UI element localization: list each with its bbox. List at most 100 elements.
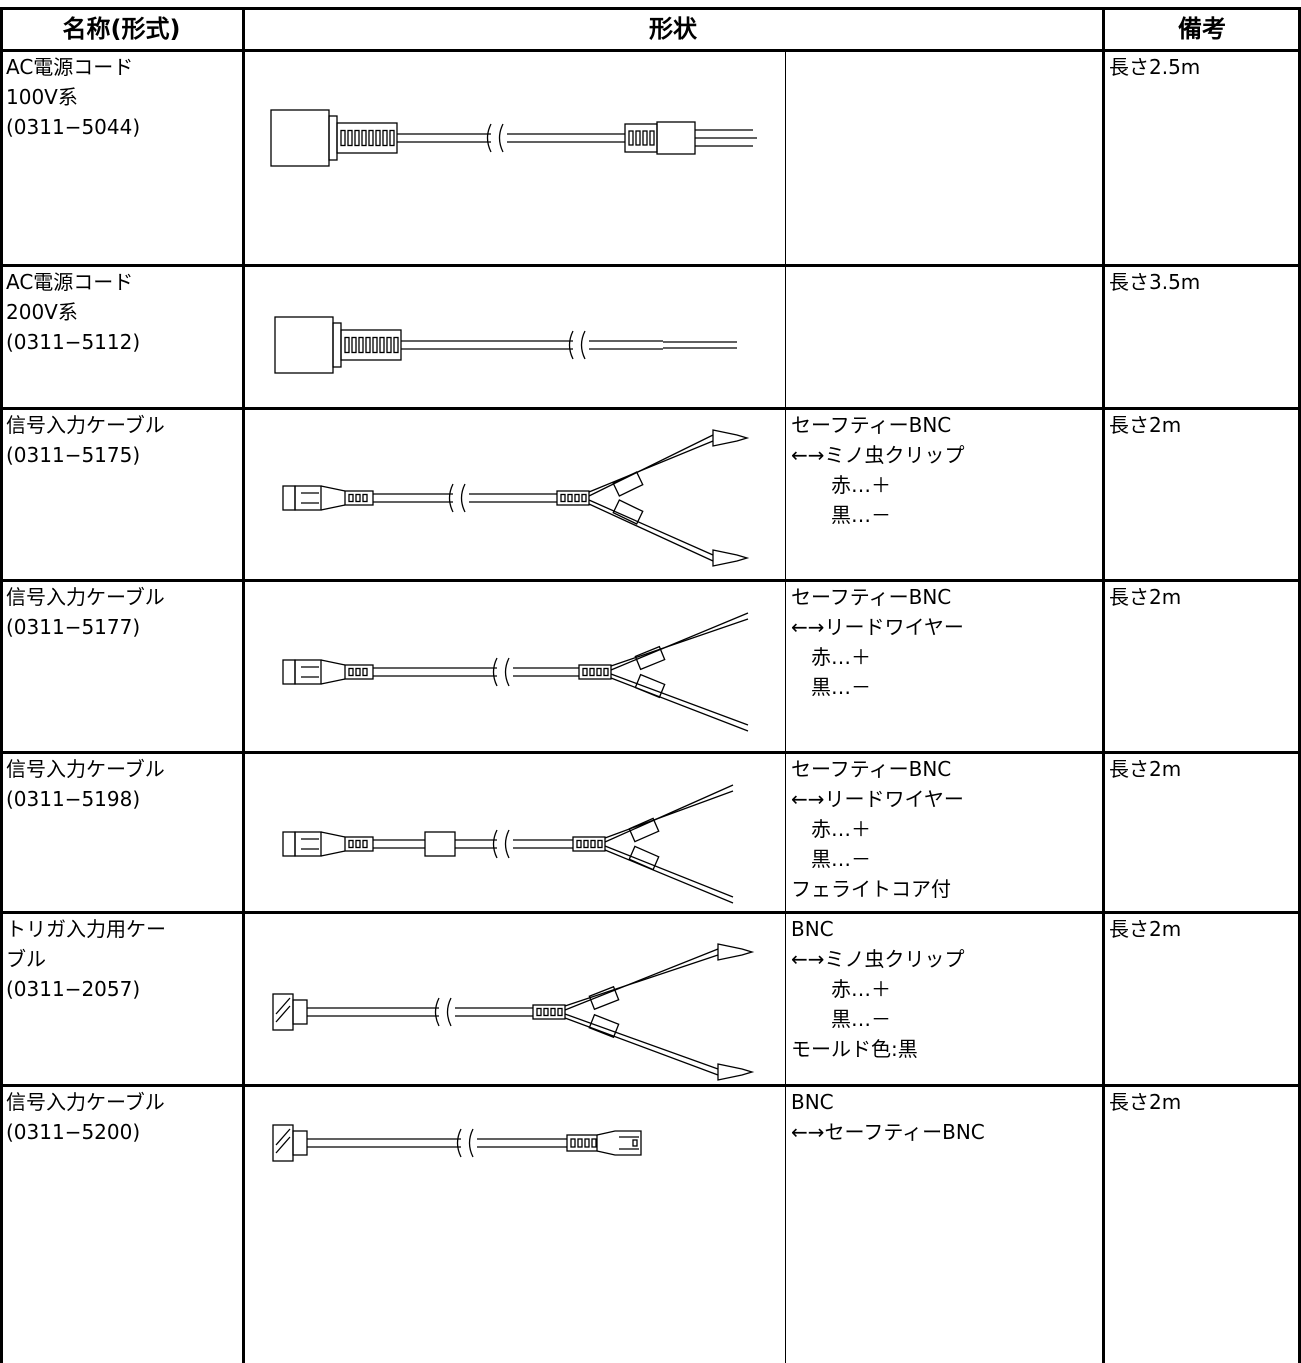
- drawing-stroke: [270, 109, 330, 167]
- drawing-stroke: [560, 493, 566, 503]
- drawing-stroke: [556, 490, 590, 506]
- name-cell-line: AC電源コード: [6, 55, 134, 79]
- description-cell-line: BNC: [791, 917, 834, 941]
- drawing-stroke: [362, 667, 368, 677]
- drawing-stroke: [612, 471, 644, 497]
- drawing-stroke: [574, 493, 580, 503]
- table-border: [0, 8, 3, 1363]
- name-cell-line: 信号入力ケーブル: [6, 1090, 165, 1114]
- name-cell-line: (0311−5112): [6, 330, 141, 354]
- drawing-stroke: [294, 659, 322, 685]
- name-cell-line: AC電源コード: [6, 270, 134, 294]
- table-border: [241, 8, 245, 1363]
- drawing-stroke: [386, 336, 392, 354]
- drawing-stroke: [566, 1134, 598, 1152]
- remarks-cell: 長さ2m: [1103, 752, 1301, 912]
- drawing-stroke: [536, 1007, 542, 1017]
- drawing-stroke: [332, 322, 342, 368]
- drawing-stroke: [389, 129, 395, 147]
- description-cell-line: セーフティーBNC: [791, 585, 952, 609]
- drawing-stroke: [375, 129, 381, 147]
- drawing-stroke: [448, 483, 454, 513]
- name-cell-line: (0311−5044): [6, 115, 141, 139]
- drawing-stroke: [632, 1139, 638, 1147]
- header-cell: 名称(形式): [62, 15, 181, 43]
- drawing-stroke: [446, 997, 452, 1027]
- description-cell-line: 赤…＋: [791, 977, 891, 1001]
- drawing-stroke: [351, 336, 357, 354]
- table-border: [0, 6, 1301, 10]
- drawing-stroke: [468, 1128, 474, 1158]
- name-cell-line: (0311−2057): [6, 977, 141, 1001]
- description-cell-line: BNC: [791, 1090, 834, 1114]
- remarks-cell: 長さ2.5m: [1103, 50, 1301, 265]
- name-cell-line: 100V系: [6, 85, 78, 109]
- description-cell: [785, 265, 1103, 408]
- name-cell-line: 信号入力ケーブル: [6, 585, 165, 609]
- drawing-stroke: [344, 664, 374, 680]
- drawing-stroke: [358, 336, 364, 354]
- name-cell-line: (0311−5200): [6, 1120, 141, 1144]
- description-cell-line: ←→セーフティーBNC: [791, 1120, 985, 1144]
- drawing-stroke: [596, 1130, 642, 1156]
- drawing-stroke: [344, 836, 374, 852]
- drawing-stroke: [292, 999, 308, 1025]
- drawing-stroke: [543, 1007, 549, 1017]
- description-cell-line: 黒…－: [791, 1007, 891, 1031]
- name-cell-line: トリガ入力用ケー: [6, 917, 166, 941]
- drawing-stroke: [635, 130, 641, 146]
- table-border: [0, 578, 1301, 582]
- drawing-stroke: [624, 123, 658, 153]
- drawing-stroke: [355, 839, 361, 849]
- drawing-stroke: [355, 667, 361, 677]
- remarks-cell-line: 長さ2m: [1109, 1090, 1182, 1114]
- drawing-stroke: [564, 1017, 719, 1076]
- drawing-stroke: [591, 1138, 597, 1148]
- drawing-stroke: [347, 129, 353, 147]
- drawing-stroke: [604, 784, 734, 843]
- description-cell-line: 黒…－: [791, 675, 871, 699]
- name-cell-line: 信号入力ケーブル: [6, 413, 165, 437]
- name-cell-line: (0311−5175): [6, 443, 141, 467]
- table-border: [0, 48, 1301, 52]
- drawing-stroke: [460, 483, 466, 513]
- remarks-cell: 長さ2m: [1103, 580, 1301, 752]
- name-cell-line: (0311−5177): [6, 615, 141, 639]
- description-cell: BNC ←→セーフティーBNC: [785, 1085, 1103, 1363]
- drawing-stroke: [362, 839, 368, 849]
- header-cell: 形状: [649, 15, 697, 43]
- drawing-stroke: [588, 985, 620, 1011]
- cable-drawing: [282, 784, 734, 904]
- drawing-stroke: [597, 839, 603, 849]
- table-border: [1298, 8, 1301, 1363]
- drawing-stroke: [282, 659, 296, 685]
- drawing-stroke: [572, 836, 606, 852]
- drawing-stroke: [610, 677, 749, 732]
- drawing-stroke: [504, 829, 510, 859]
- description-cell-line: 黒…－: [791, 503, 891, 527]
- drawing-stroke: [642, 130, 648, 146]
- drawing-stroke: [578, 664, 612, 680]
- drawing-stroke: [344, 336, 350, 354]
- drawing-stroke: [577, 1138, 583, 1148]
- drawing-stroke: [588, 503, 714, 562]
- drawing-stroke: [282, 485, 296, 511]
- drawing-stroke: [344, 490, 374, 506]
- drawing-stroke: [557, 1007, 563, 1017]
- drawing-stroke: [717, 943, 755, 961]
- drawing-stroke: [365, 336, 371, 354]
- remarks-cell-line: 長さ2.5m: [1109, 55, 1201, 79]
- drawing-stroke: [393, 336, 399, 354]
- drawing-stroke: [275, 1128, 291, 1154]
- drawing-stroke: [294, 831, 322, 857]
- cable-drawing: [272, 943, 755, 1081]
- remarks-cell-line: 長さ2m: [1109, 413, 1182, 437]
- remarks-cell-line: 長さ2m: [1109, 757, 1182, 781]
- drawing-stroke: [634, 645, 666, 671]
- cable-drawing: [274, 316, 737, 374]
- drawing-stroke: [292, 1130, 308, 1156]
- drawing-stroke: [588, 1013, 620, 1039]
- drawing-stroke: [584, 1138, 590, 1148]
- description-cell: BNC ←→ミノ虫クリップ 赤…＋ 黒…－ モールド色:黒: [785, 912, 1103, 1085]
